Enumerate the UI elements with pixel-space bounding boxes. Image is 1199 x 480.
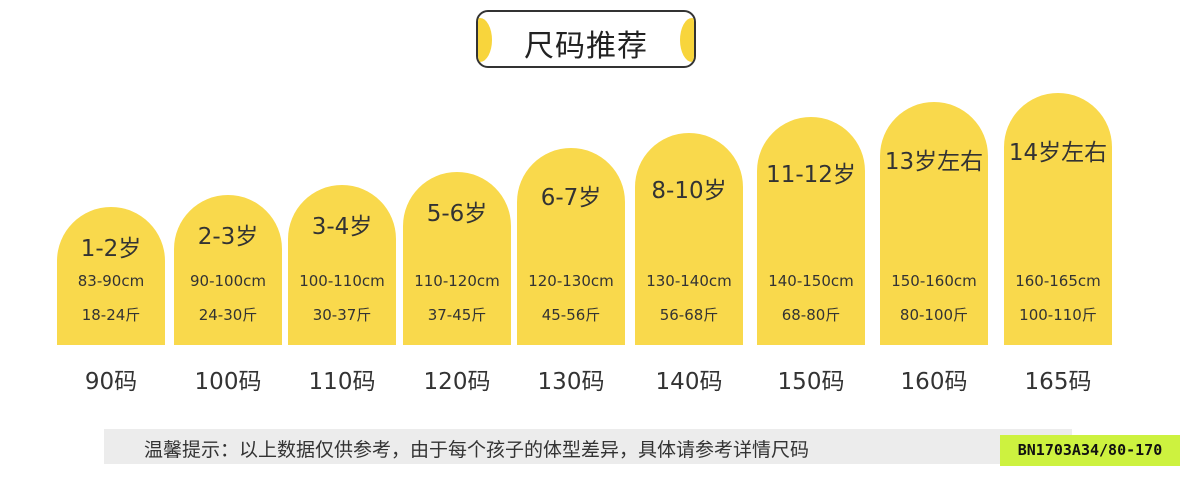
height-range: 120-130cm [528,272,614,290]
size-card: 5-6岁 110-120cm 37-45斤 [403,172,511,345]
size-label: 160码 [900,369,968,395]
age-range: 2-3岁 [197,224,259,250]
weight-range: 80-100斤 [899,306,969,324]
size-card: 6-7岁 120-130cm 45-56斤 [517,148,625,345]
size-card: 2-3岁 90-100cm 24-30斤 [174,195,282,345]
weight-range: 56-68斤 [659,306,719,324]
age-range: 6-7岁 [540,185,602,211]
size-card: 3-4岁 100-110cm 30-37斤 [288,185,396,345]
page-title: 尺码推荐 [524,29,648,64]
title-decoration [478,18,492,62]
age-range: 14岁左右 [1008,140,1108,166]
age-range: 1-2岁 [80,236,142,262]
size-label: 150码 [777,369,845,395]
height-range: 150-160cm [891,272,977,290]
size-label: 140码 [655,369,723,395]
height-range: 83-90cm [77,272,145,290]
weight-range: 45-56斤 [541,306,601,324]
size-label: 165码 [1024,369,1092,395]
height-range: 130-140cm [646,272,732,290]
weight-range: 30-37斤 [312,306,372,324]
weight-range: 18-24斤 [81,306,141,324]
age-range: 11-12岁 [766,162,856,188]
size-label: 90码 [84,369,138,395]
size-card: 11-12岁 140-150cm 68-80斤 [757,117,865,345]
tip-text: 温馨提示：以上数据仅供参考，由于每个孩子的体型差异，具体请参考详情尺码 [144,439,810,461]
height-range: 140-150cm [768,272,854,290]
weight-range: 24-30斤 [198,306,258,324]
weight-range: 100-110斤 [1019,306,1097,324]
weight-range: 68-80斤 [781,306,841,324]
title-badge: 尺码推荐 [476,10,696,68]
height-range: 90-100cm [190,272,266,290]
height-range: 100-110cm [299,272,385,290]
height-range: 110-120cm [414,272,500,290]
weight-range: 37-45斤 [427,306,487,324]
height-range: 160-165cm [1015,272,1101,290]
tip-banner: 温馨提示：以上数据仅供参考，由于每个孩子的体型差异，具体请参考详情尺码 [104,429,1072,464]
size-card: 8-10岁 130-140cm 56-68斤 [635,133,743,345]
age-range: 3-4岁 [311,214,373,240]
size-label: 100码 [194,369,262,395]
age-range: 8-10岁 [651,178,727,204]
age-range: 5-6岁 [426,201,488,227]
size-card: 14岁左右 160-165cm 100-110斤 [1004,93,1112,345]
age-range: 13岁左右 [884,149,984,175]
size-label: 110码 [308,369,376,395]
product-code-tag: BN1703A34/80-170 [1000,435,1180,466]
size-label: 120码 [423,369,491,395]
size-card: 1-2岁 83-90cm 18-24斤 [57,207,165,345]
size-card: 13岁左右 150-160cm 80-100斤 [880,102,988,345]
title-decoration [680,18,694,62]
size-label: 130码 [537,369,605,395]
